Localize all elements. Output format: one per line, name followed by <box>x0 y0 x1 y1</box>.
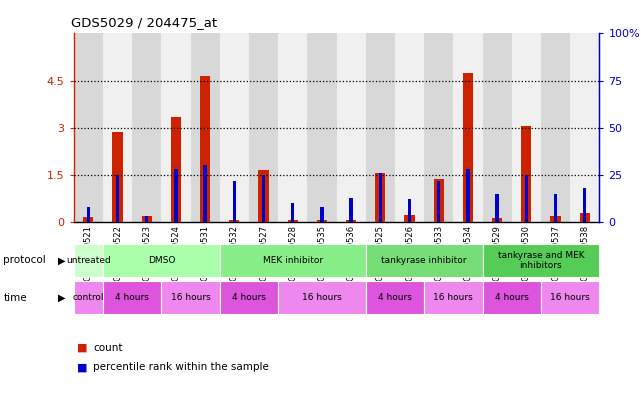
Bar <box>291 203 294 222</box>
Bar <box>463 73 473 222</box>
Bar <box>74 33 103 222</box>
Text: control: control <box>72 293 104 302</box>
Text: count: count <box>93 343 122 353</box>
Bar <box>74 281 103 314</box>
Bar <box>541 33 570 222</box>
Bar <box>437 180 440 222</box>
Bar <box>249 33 278 222</box>
Bar <box>262 175 265 222</box>
Text: 4 hours: 4 hours <box>232 293 266 302</box>
Text: 16 hours: 16 hours <box>302 293 342 302</box>
Bar <box>103 244 220 277</box>
Bar <box>203 165 207 222</box>
Bar <box>495 194 499 222</box>
Bar <box>112 132 122 222</box>
Text: MEK inhibitor: MEK inhibitor <box>263 256 323 265</box>
Text: time: time <box>3 293 27 303</box>
Bar <box>424 33 453 222</box>
Text: 4 hours: 4 hours <box>495 293 529 302</box>
Bar <box>349 198 353 222</box>
Bar <box>424 281 483 314</box>
Bar <box>346 220 356 222</box>
Bar <box>366 244 483 277</box>
Bar <box>466 169 470 222</box>
Bar <box>366 281 424 314</box>
Bar <box>375 173 385 222</box>
Bar <box>220 281 278 314</box>
Bar <box>366 33 395 222</box>
Bar <box>220 33 249 222</box>
Bar <box>145 217 149 222</box>
Bar <box>258 170 269 222</box>
Bar <box>512 33 541 222</box>
Bar <box>453 33 483 222</box>
Bar <box>483 281 541 314</box>
Bar <box>83 217 94 222</box>
Bar <box>162 281 220 314</box>
Bar <box>74 244 103 277</box>
Bar <box>229 220 240 222</box>
Text: ▶: ▶ <box>58 293 65 303</box>
Text: ■: ■ <box>77 362 87 373</box>
Text: 16 hours: 16 hours <box>433 293 473 302</box>
Bar <box>317 220 327 222</box>
Bar <box>551 217 561 222</box>
Bar <box>171 117 181 222</box>
Bar <box>320 207 324 222</box>
Text: 4 hours: 4 hours <box>378 293 412 302</box>
Bar <box>337 33 366 222</box>
Bar <box>433 179 444 222</box>
Bar <box>233 180 236 222</box>
Bar <box>103 33 132 222</box>
Bar <box>288 220 298 222</box>
Bar <box>408 199 412 222</box>
Bar <box>142 217 152 222</box>
Bar <box>541 281 599 314</box>
Text: DMSO: DMSO <box>147 256 175 265</box>
Bar <box>278 33 307 222</box>
Text: untreated: untreated <box>66 256 111 265</box>
Bar <box>483 244 599 277</box>
Text: 16 hours: 16 hours <box>550 293 590 302</box>
Bar <box>570 33 599 222</box>
Bar <box>307 33 337 222</box>
Bar <box>220 244 366 277</box>
Text: 16 hours: 16 hours <box>171 293 210 302</box>
Bar <box>87 207 90 222</box>
Bar <box>524 175 528 222</box>
Text: 4 hours: 4 hours <box>115 293 149 302</box>
Bar <box>132 33 162 222</box>
Text: ■: ■ <box>77 343 87 353</box>
Bar <box>492 218 503 222</box>
Text: protocol: protocol <box>3 255 46 265</box>
Bar <box>395 33 424 222</box>
Bar <box>103 281 162 314</box>
Bar <box>190 33 220 222</box>
Bar <box>404 215 415 222</box>
Text: GDS5029 / 204475_at: GDS5029 / 204475_at <box>71 16 217 29</box>
Bar <box>483 33 512 222</box>
Bar <box>583 188 587 222</box>
Bar <box>379 173 382 222</box>
Bar <box>162 33 190 222</box>
Bar <box>200 76 210 222</box>
Text: tankyrase inhibitor: tankyrase inhibitor <box>381 256 467 265</box>
Bar <box>554 194 557 222</box>
Bar <box>579 213 590 222</box>
Text: ▶: ▶ <box>58 255 65 265</box>
Text: percentile rank within the sample: percentile rank within the sample <box>93 362 269 373</box>
Bar <box>116 175 119 222</box>
Bar <box>278 281 366 314</box>
Text: tankyrase and MEK
inhibitors: tankyrase and MEK inhibitors <box>497 251 584 270</box>
Bar <box>174 169 178 222</box>
Bar <box>521 126 531 222</box>
